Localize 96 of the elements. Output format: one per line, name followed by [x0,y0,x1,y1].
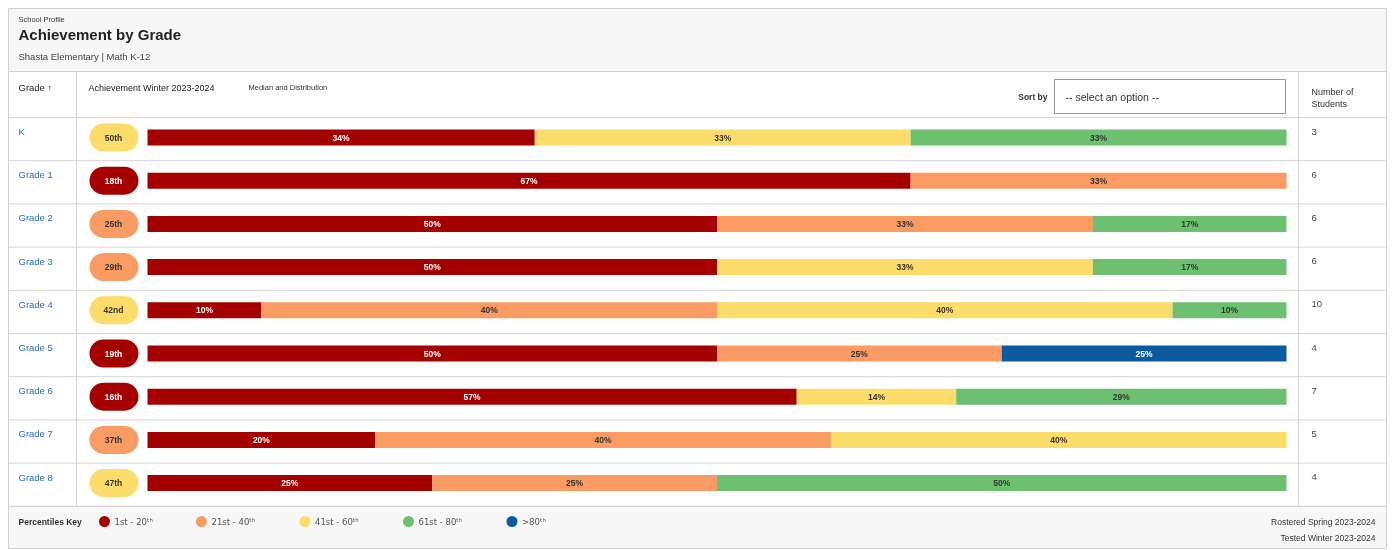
data-label: 17% [1181,218,1199,229]
text: 5 [1311,427,1317,439]
data-label: 33% [1090,175,1108,186]
text: Sort by [1018,91,1048,102]
bar [717,345,1002,362]
y-tick-label: Grade 7 [18,428,53,440]
bar [1001,345,1287,362]
data-label: 33% [896,262,914,273]
chart-subtitle: Shasta Elementary | Math K-12 [18,51,151,62]
data-label: 50% [423,262,442,273]
text: 42nd [103,305,124,316]
bar [717,259,1093,276]
bar [1092,215,1287,232]
y-tick-label: K [18,126,26,137]
data-label: 29% [1112,391,1131,402]
bar [147,215,717,232]
bar [910,129,1287,146]
y-axis-title: Grade ↑ [18,82,53,93]
data-label: 40% [1050,434,1068,445]
bar [147,259,717,276]
bar [147,388,797,405]
text: 4 [1311,471,1317,483]
data-label: 40% [936,305,954,316]
bar [375,431,831,448]
legend-title: Percentiles Key [18,516,83,527]
bar [830,431,1287,448]
data-label: 14% [867,391,886,402]
legend-label: 1st - 20ᵗʰ [114,516,153,527]
bar [1172,302,1287,319]
text: 10 [1311,298,1323,310]
data-label: 50% [993,478,1011,489]
text: 3 [1311,125,1317,137]
bar [910,172,1287,189]
chart-title: Achievement by Grade [18,26,182,43]
data-label: 40% [594,434,613,445]
data-label: 17% [1181,262,1199,273]
data-label: 10% [1221,305,1239,316]
legend-label: 41st - 60ᵗʰ [315,516,359,527]
text: 18th [104,175,123,186]
data-label: 25% [850,348,869,359]
data-label: 20% [252,434,271,445]
bar [796,388,957,405]
text: Achievement Winter 2023-2024 [88,82,215,93]
bar [147,431,376,448]
text: 16th [104,391,123,402]
y-tick-label: Grade 4 [18,298,53,310]
y-tick-label: Grade 1 [18,169,53,181]
data-label: 57% [463,391,482,402]
data-label: 25% [281,478,299,489]
text: 6 [1311,168,1317,180]
text: 50th [104,132,123,143]
data-label: 40% [480,305,499,316]
bar [717,302,1173,319]
bar [147,172,911,189]
data-label: 34% [332,132,351,143]
annotation: Rostered Spring 2023-2024 [1271,516,1376,527]
text: 47th [104,478,123,489]
legend-label: 21st - 40ᵗʰ [211,516,256,527]
y-tick-label: Grade 2 [18,212,53,224]
y-tick-label: Grade 5 [18,342,53,353]
bar [147,475,433,492]
bar [534,129,911,146]
legend-label: >80ᵗʰ [522,516,546,527]
text: Tested Winter 2023-2024 [1280,532,1376,543]
legend-label: 61st - 80ᵗʰ [418,516,463,527]
bar [1092,259,1287,276]
data-label: 10% [195,305,214,316]
text: 7 [1311,384,1317,396]
text: 4 [1311,341,1317,353]
text: Number of Students [1311,86,1355,109]
text: 29th [104,262,123,273]
bar [432,475,717,492]
bar [147,302,262,319]
data-label: 50% [423,348,442,359]
bar [956,388,1287,405]
bar [147,345,717,362]
text: 6 [1311,211,1317,223]
data-label: 33% [1090,132,1108,143]
y-tick-label: Grade 3 [18,255,53,267]
y-tick-label: Grade 8 [18,471,53,483]
data-label: 33% [714,132,732,143]
text: 19th [104,348,123,359]
text: 6 [1311,255,1317,267]
data-label: 33% [896,218,914,229]
text: -- select an option -- [1065,90,1160,103]
data-label: 50% [423,218,442,229]
bar [147,129,535,146]
text: 25th [104,218,123,229]
text: 37th [104,434,123,445]
y-tick-label: Grade 6 [18,385,53,397]
data-label: 25% [566,478,584,489]
data-label: 67% [520,175,539,186]
bar [717,215,1093,232]
bar [717,475,1287,492]
data-label: 25% [1135,348,1154,359]
bar [261,302,717,319]
